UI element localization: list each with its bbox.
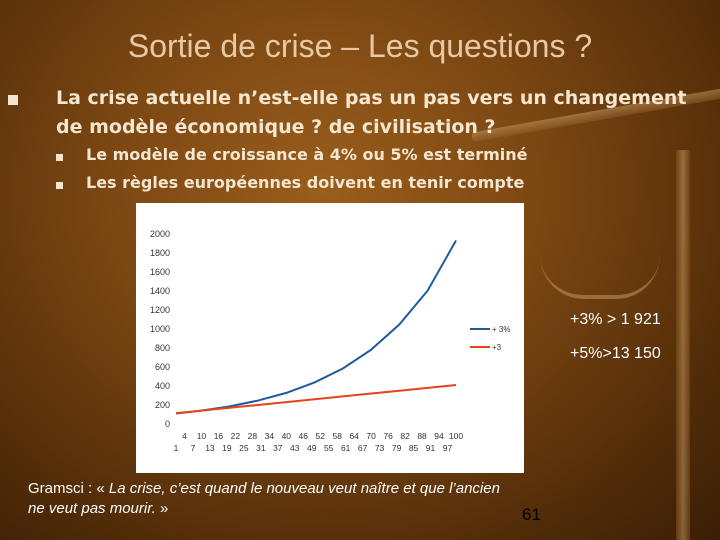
x-tick-label: 46 xyxy=(299,431,309,441)
y-tick-label: 200 xyxy=(155,400,170,410)
x-tick-label: 82 xyxy=(400,431,410,441)
y-tick-label: 0 xyxy=(165,419,170,429)
annotation-3pct: +3% > 1 921 xyxy=(570,311,661,328)
annotation-5pct: +5%>13 150 xyxy=(570,345,661,362)
y-tick-label: 1200 xyxy=(150,305,170,315)
page-number: 61 xyxy=(522,505,541,524)
x-tick-label: 85 xyxy=(409,443,419,453)
x-tick-label: 25 xyxy=(239,443,249,453)
x-tick-label: 22 xyxy=(231,431,241,441)
x-tick-label: 55 xyxy=(324,443,334,453)
x-tick-label: 28 xyxy=(248,431,258,441)
series-line xyxy=(175,240,457,415)
scale-pole-decoration xyxy=(676,150,690,540)
square-bullet-icon xyxy=(8,95,18,105)
legend-label: +3 xyxy=(492,343,502,352)
sub-bullet-text: Le modèle de croissance à 4% ou 5% est t… xyxy=(86,145,528,164)
y-tick-label: 1000 xyxy=(150,324,170,334)
legend-label: + 3% xyxy=(492,325,510,334)
x-tick-label: 31 xyxy=(256,443,266,453)
x-tick-label: 91 xyxy=(426,443,436,453)
x-tick-label: 4 xyxy=(182,431,187,441)
x-tick-label: 34 xyxy=(265,431,275,441)
x-tick-label: 40 xyxy=(282,431,292,441)
x-tick-label: 79 xyxy=(392,443,402,453)
sub-bullet-text: Les règles européennes doivent en tenir … xyxy=(86,173,525,192)
y-tick-label: 1400 xyxy=(150,286,170,296)
quote-prefix: Gramsci : « xyxy=(28,480,109,497)
x-tick-label: 7 xyxy=(191,443,196,453)
x-tick-label: 1 xyxy=(174,443,179,453)
x-tick-label: 64 xyxy=(349,431,359,441)
x-tick-label: 37 xyxy=(273,443,283,453)
x-tick-label: 58 xyxy=(332,431,342,441)
quote-italic: La crise, c’est quand le nouveau veut na… xyxy=(28,480,500,517)
growth-chart: 0 200 400 600 800 1000 1200 1400 1600 1800 2000 4 10… xyxy=(136,203,524,473)
quote-suffix: » xyxy=(155,500,169,517)
x-tick-label: 94 xyxy=(434,431,444,441)
x-tick-label: 13 xyxy=(205,443,215,453)
y-tick-label: 2000 xyxy=(150,229,170,239)
y-tick-label: 600 xyxy=(155,362,170,372)
x-tick-label: 43 xyxy=(290,443,300,453)
x-tick-label: 16 xyxy=(214,431,224,441)
y-tick-label: 400 xyxy=(155,381,170,391)
x-tick-label: 73 xyxy=(375,443,385,453)
y-tick-label: 1600 xyxy=(150,267,170,277)
x-tick-label: 76 xyxy=(383,431,393,441)
growth-chart-svg: 0 200 400 600 800 1000 1200 1400 1600 1800 2000 4 10… xyxy=(150,229,511,453)
y-tick-label: 1800 xyxy=(150,248,170,258)
x-tick-label: 67 xyxy=(358,443,368,453)
x-tick-label: 19 xyxy=(222,443,232,453)
main-bullet-text: La crise actuelle n’est-elle pas un pas … xyxy=(56,87,687,138)
x-tick-label: 88 xyxy=(417,431,427,441)
x-tick-label: 97 xyxy=(443,443,453,453)
scale-pan-decoration xyxy=(540,255,660,299)
x-tick-label: 10 xyxy=(197,431,207,441)
x-tick-label: 100 xyxy=(449,431,463,441)
square-bullet-icon xyxy=(56,154,63,161)
x-tick-label: 49 xyxy=(307,443,317,453)
square-bullet-icon xyxy=(56,182,63,189)
x-tick-label: 61 xyxy=(341,443,351,453)
y-tick-label: 800 xyxy=(155,343,170,353)
slide-title: Sortie de crise – Les questions ? xyxy=(127,28,593,64)
gramsci-quote: Gramsci : « La crise, c’est quand le nou… xyxy=(28,479,508,519)
x-tick-label: 70 xyxy=(366,431,376,441)
x-tick-label: 52 xyxy=(316,431,326,441)
series-line xyxy=(175,384,457,415)
